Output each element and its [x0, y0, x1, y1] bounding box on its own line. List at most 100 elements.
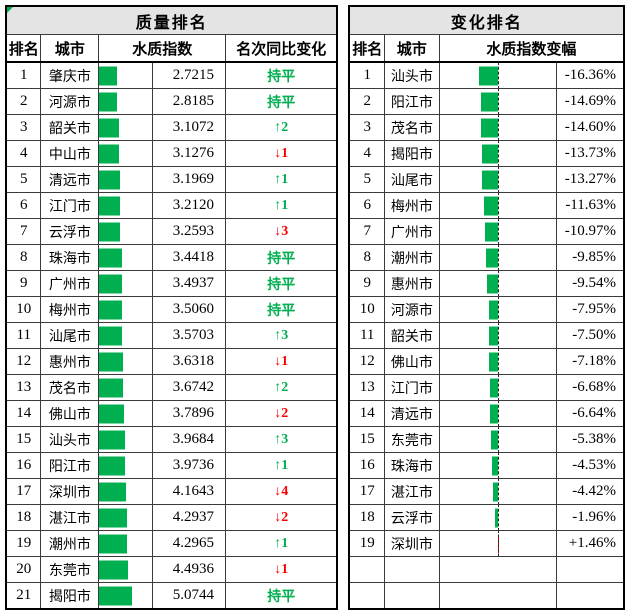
- change-bar-cell: [438, 426, 557, 453]
- index-bar-cell: [98, 504, 154, 531]
- city-cell: 阳江市: [40, 452, 100, 479]
- rank-cell: 2: [348, 88, 385, 115]
- rank-cell: 17: [5, 478, 42, 505]
- change-data-bar: [489, 352, 498, 371]
- rank-cell: 8: [348, 244, 385, 271]
- quality-table-title: 质量排名: [135, 14, 208, 32]
- rank-cell: 9: [348, 270, 385, 297]
- city-cell: 珠海市: [383, 452, 440, 479]
- change-percent-cell: -14.69%: [555, 88, 625, 115]
- change-bar-cell: [438, 478, 557, 505]
- index-data-bar: [99, 586, 132, 605]
- rank-change-cell: ↑2: [225, 374, 338, 401]
- rank-change-cell: ↓2: [225, 400, 338, 427]
- change-percent-cell: -13.27%: [555, 166, 625, 193]
- index-bar-cell: [98, 374, 154, 401]
- city-cell: 韶关市: [383, 322, 440, 349]
- change-percent-cell: -9.85%: [555, 244, 625, 271]
- change-data-bar: [492, 456, 498, 475]
- city-cell: 汕头市: [40, 426, 100, 453]
- rank-change-cell: 持平: [225, 270, 338, 297]
- change-table-row: 8 潮州市 -9.85%: [348, 244, 625, 271]
- index-value-cell: 5.0744: [152, 582, 227, 610]
- index-data-bar: [99, 430, 125, 449]
- rank-cell: 18: [348, 504, 385, 531]
- change-percent-cell: -5.38%: [555, 426, 625, 453]
- change-data-bar: [488, 300, 498, 319]
- quality-table-row: 19 潮州市 4.2965 ↑1: [5, 530, 338, 557]
- city-cell: 湛江市: [383, 478, 440, 505]
- change-percent-cell: -7.95%: [555, 296, 625, 323]
- rank-cell: 2: [5, 88, 42, 115]
- city-cell: 肇庆市: [40, 61, 100, 89]
- city-cell: 茂名市: [383, 114, 440, 141]
- city-cell: 河源市: [383, 296, 440, 323]
- city-cell: 汕头市: [383, 61, 440, 89]
- index-bar-cell: [98, 556, 154, 583]
- change-bar-cell: [438, 114, 557, 141]
- rank-change-cell: ↓4: [225, 478, 338, 505]
- change-data-bar: [491, 430, 498, 449]
- index-value-cell: 4.2965: [152, 530, 227, 557]
- change-bar-cell: [438, 270, 557, 297]
- change-bar-cell: [438, 244, 557, 271]
- bar-axis-line: [497, 531, 499, 556]
- rank-change-cell: ↓1: [225, 140, 338, 167]
- index-bar-cell: [98, 530, 154, 557]
- change-bar-cell: [438, 322, 557, 349]
- index-data-bar: [99, 560, 129, 579]
- bar-axis-line: [497, 323, 499, 348]
- change-data-bar: [486, 274, 498, 293]
- index-data-bar: [99, 352, 123, 371]
- change-table-row: 14 清远市 -6.64%: [348, 400, 625, 427]
- quality-ranking-table: 质量排名 排名 城市 水质指数 名次同比变化 1 肇庆市 2.7215 持平 2 河源市 2…: [5, 5, 339, 610]
- col-header-rank: 排名: [348, 34, 385, 63]
- change-bar-cell: [438, 218, 557, 245]
- rank-change-cell: 持平: [225, 582, 338, 610]
- change-bar-cell: [438, 192, 557, 219]
- col-header-water-index: 水质指数: [98, 34, 227, 63]
- rank-cell: 6: [348, 192, 385, 219]
- index-data-bar: [99, 508, 127, 527]
- city-cell: 珠海市: [40, 244, 100, 271]
- index-data-bar: [99, 66, 117, 85]
- quality-table-row: 18 湛江市 4.2937 ↓2: [5, 504, 338, 531]
- change-bar-cell: [438, 348, 557, 375]
- change-table-row: 4 揭阳市 -13.73%: [348, 140, 625, 167]
- city-cell: 梅州市: [383, 192, 440, 219]
- rank-change-cell: ↑1: [225, 452, 338, 479]
- rank-change-cell: 持平: [225, 61, 338, 89]
- change-bar-cell: [438, 140, 557, 167]
- rank-change-cell: 持平: [225, 296, 338, 323]
- city-cell: 深圳市: [40, 478, 100, 505]
- col-header-city: 城市: [383, 34, 440, 63]
- index-bar-cell: [98, 348, 154, 375]
- col-header-city: 城市: [40, 34, 100, 63]
- index-data-bar: [99, 300, 122, 319]
- change-table-title-row: 变化排名: [348, 5, 625, 35]
- city-cell: 阳江市: [383, 88, 440, 115]
- rank-cell: 3: [5, 114, 42, 141]
- change-table-row: 16 珠海市 -4.53%: [348, 452, 625, 479]
- rank-cell: 7: [348, 218, 385, 245]
- index-data-bar: [99, 404, 124, 423]
- rank-cell: 19: [5, 530, 42, 557]
- change-bar-cell: [438, 88, 557, 115]
- bar-axis-line: [497, 245, 499, 270]
- index-bar-cell: [98, 61, 154, 89]
- index-data-bar: [99, 534, 127, 553]
- change-percent-cell: +1.46%: [555, 530, 625, 557]
- rank-cell: 19: [348, 530, 385, 557]
- change-table-row: 10 河源市 -7.95%: [348, 296, 625, 323]
- rank-change-cell: ↑3: [225, 426, 338, 453]
- city-cell: 揭阳市: [40, 582, 100, 610]
- rank-cell: 18: [5, 504, 42, 531]
- rank-cell: 9: [5, 270, 42, 297]
- bar-axis-line: [497, 167, 499, 192]
- rank-cell: 21: [5, 582, 42, 610]
- index-data-bar: [99, 92, 118, 111]
- rank-cell: 1: [5, 61, 42, 89]
- change-table-row: 7 广州市 -10.97%: [348, 218, 625, 245]
- index-data-bar: [99, 170, 120, 189]
- quality-table-row: 1 肇庆市 2.7215 持平: [5, 61, 338, 89]
